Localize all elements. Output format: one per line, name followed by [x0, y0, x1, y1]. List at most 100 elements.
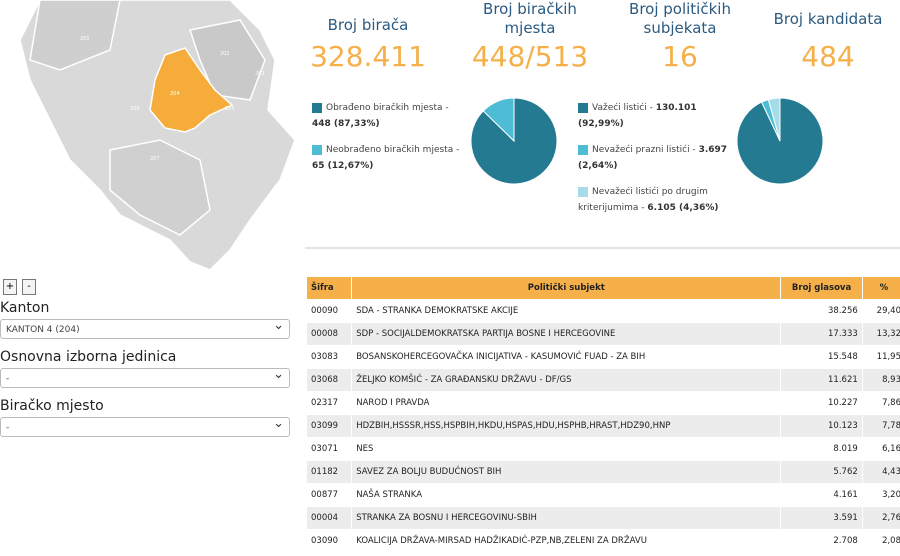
pie-chart — [736, 97, 824, 185]
table-cell: 10.123 — [780, 414, 863, 438]
stat-value: 484 — [801, 40, 855, 73]
stat-value: 16 — [662, 40, 698, 73]
stat-label: Broj biračkih mjesta — [483, 0, 577, 37]
map-label: 201 — [80, 36, 90, 42]
legend-value: 448 (87,33%) — [312, 119, 380, 129]
table-cell: STRANKA ZA BOSNU I HERCEGOVINU-SBIH — [351, 506, 782, 530]
table-row: 03071 NES 8.019 6,16 — [305, 437, 900, 461]
table-cell: 01182 — [305, 460, 353, 484]
stat-label: Broj birača — [327, 15, 409, 34]
map-label: 204 — [170, 91, 180, 97]
table-row: 00008 SDP - SOCIJALDEMOKRATSKA PARTIJA BO… — [305, 322, 900, 346]
table-row: 00877 NAŠA STRANKA 4.161 3,20 — [305, 483, 900, 507]
table-cell: 17.333 — [780, 322, 863, 346]
table-cell: 10.227 — [780, 391, 863, 415]
legend-swatch — [578, 102, 588, 113]
column-header: % — [861, 276, 900, 300]
table-cell: SDP - SOCIJALDEMOKRATSKA PARTIJA BOSNE I… — [351, 322, 782, 346]
filter-label: Kanton — [0, 300, 50, 316]
legend-label: Neobrađeno biračkih mjesta - — [326, 145, 460, 155]
select[interactable]: - — [0, 414, 290, 437]
table-cell: 03090 — [305, 529, 353, 553]
table-cell: 29,40 — [861, 299, 900, 323]
table-cell: ŽELJKO KOMŠIĆ - ZA GRAĐANSKU DRŽAVU - DF… — [351, 368, 782, 392]
table-cell: 03071 — [305, 437, 353, 461]
table-cell: 3,20 — [861, 483, 900, 507]
column-header: Broj glasova — [780, 276, 863, 300]
filter-label: Osnovna izborna jedinica — [0, 349, 177, 365]
table-cell: 3.591 — [780, 506, 863, 530]
table-row: 03083 BOSANSKOHERCEGOVAČKA INICIJATIVA - … — [305, 345, 900, 369]
table-cell: SDA - STRANKA DEMOKRATSKE AKCIJE — [351, 299, 782, 323]
table-row: 03099 HDZBIH,HSSSR,HSS,HSPBIH,HKDU,HSPAS,… — [305, 414, 900, 438]
zoom-in[interactable]: + — [3, 279, 17, 295]
map-label: 202 — [220, 51, 230, 57]
pie-chart — [470, 97, 558, 185]
legend-swatch — [578, 144, 588, 155]
table-cell: 11.621 — [780, 368, 863, 392]
table-cell: 8,93 — [861, 368, 900, 392]
map-region-selected[interactable] — [149, 47, 234, 133]
legend-item: Neobrađeno biračkih mjesta - 65 (12,67%) — [312, 142, 462, 174]
table-cell: 6,16 — [861, 437, 900, 461]
map-label: 206 — [130, 106, 140, 112]
table-cell: 02317 — [305, 391, 353, 415]
table-cell: KOALICIJA DRŽAVA-MIRSAD HADŽIKADIĆ-PZP,N… — [351, 529, 782, 553]
table-cell: 03083 — [305, 345, 353, 369]
legend-label: Važeći listići - — [592, 103, 653, 113]
table-row: 00004 STRANKA ZA BOSNU I HERCEGOVINU-SBIH… — [305, 506, 900, 530]
stat-label: Broj političkih subjekata — [629, 0, 731, 37]
table-cell: SAVEZ ZA BOLJU BUDUĆNOST BIH — [351, 460, 782, 484]
map: 204 201 202 203 205 206 207 — [19, 0, 296, 271]
legend-swatch — [312, 144, 322, 155]
table-cell: 00877 — [305, 483, 353, 507]
stat-label: Broj kandidata — [773, 9, 883, 28]
table-cell: 03068 — [305, 368, 353, 392]
pie-slice — [482, 97, 515, 143]
table-cell: 03099 — [305, 414, 353, 438]
table-cell: 8.019 — [780, 437, 863, 461]
table-cell: 00008 — [305, 322, 353, 346]
table-cell: 15.548 — [780, 345, 863, 369]
legend-swatch — [312, 102, 322, 113]
map-region[interactable] — [29, 0, 121, 71]
table-cell: 2.708 — [780, 529, 863, 553]
legend-value: 65 (12,67%) — [312, 161, 374, 171]
map-label: 207 — [150, 156, 160, 162]
table-row: 00090 SDA - STRANKA DEMOKRATSKE AKCIJE 38.… — [305, 299, 900, 323]
table-cell: 00004 — [305, 506, 353, 530]
table-cell: BOSANSKOHERCEGOVAČKA INICIJATIVA - KASUM… — [351, 345, 782, 369]
select[interactable]: - — [0, 365, 290, 388]
pie-slice — [767, 97, 781, 142]
results-table: Šifra Politički subjekt Broj glasova% 0009… — [305, 276, 900, 553]
table-cell: 5.762 — [780, 460, 863, 484]
select[interactable]: KANTON 4 (204) — [0, 316, 290, 339]
legend-value: 130.101 (92,99%) — [578, 103, 697, 129]
filter-label: Biračko mjesto — [0, 398, 104, 414]
table-cell: NES — [351, 437, 782, 461]
zoom-out[interactable]: - — [22, 279, 36, 295]
legend-label: Nevažeći listići po drugim kriterijumima… — [578, 187, 708, 213]
table-cell: HDZBIH,HSSSR,HSS,HSPBIH,HKDU,HSPAS,HDU,H… — [351, 414, 782, 438]
stat-value: 328.411 — [310, 40, 426, 73]
legend-swatch — [578, 186, 588, 197]
divider — [305, 247, 900, 249]
table-cell: NAŠA STRANKA — [351, 483, 782, 507]
table-cell: 13,32 — [861, 322, 900, 346]
legend-label: Nevažeći prazni listići - — [592, 145, 696, 155]
legend-item: Nevažeći prazni listići - 3.697 (2,64%) — [578, 142, 728, 174]
table-cell: 7,86 — [861, 391, 900, 415]
table-row: 02317 NAROD I PRAVDA 10.227 7,86 — [305, 391, 900, 415]
legend-item: Nevažeći listići po drugim kriterijumima… — [578, 184, 728, 216]
column-header: Šifra — [305, 276, 353, 300]
map-label: 205 — [225, 106, 235, 112]
table-cell: 00090 — [305, 299, 353, 323]
map-region[interactable] — [189, 19, 266, 101]
map-region[interactable] — [109, 139, 211, 236]
legend-item: Važeći listići - 130.101 (92,99%) — [578, 100, 728, 132]
table-cell: NAROD I PRAVDA — [351, 391, 782, 415]
table-row: 01182 SAVEZ ZA BOLJU BUDUĆNOST BIH 5.762 4,… — [305, 460, 900, 484]
legend-label: Obrađeno biračkih mjesta - — [326, 103, 449, 113]
stat-value: 448/513 — [471, 40, 589, 73]
